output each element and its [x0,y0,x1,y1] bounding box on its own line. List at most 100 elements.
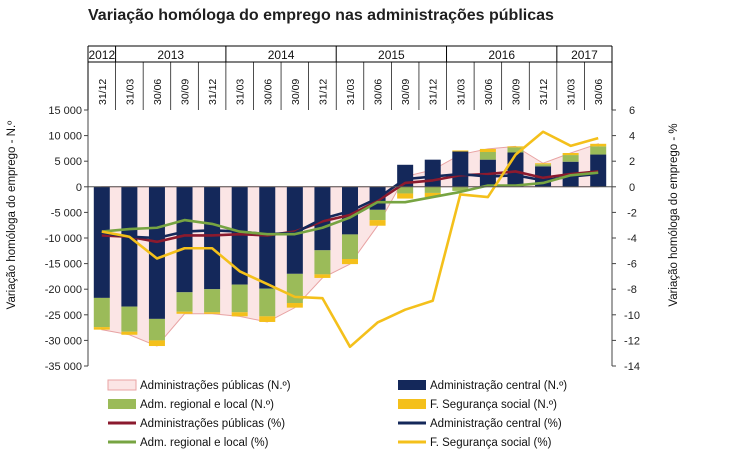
bar-series-2 [314,274,331,278]
bar-series-1 [342,234,358,259]
bar-series-1 [535,164,552,167]
plot-area [93,130,607,349]
legend-label: Administrações públicas (%) [140,418,285,430]
category-label: 30/09 [180,79,192,105]
year-label-2014: 2014 [268,48,295,62]
bar-series-1 [121,306,138,332]
bar-series-2 [286,303,303,308]
year-label-2017: 2017 [571,48,598,62]
bar-series-1 [176,292,193,312]
bar-series-2 [93,327,110,330]
year-label-2012: 2012 [88,48,115,62]
y-tick-label-left: -10 000 [45,233,82,245]
category-label: 30/06 [262,79,274,105]
bar-series-0 [121,186,138,307]
bar-series-2 [562,153,579,156]
bar-series-0 [259,186,276,289]
chart-title: Variação homóloga do emprego nas adminis… [88,7,554,24]
line-series-2 [101,171,599,236]
bar-series-1 [231,284,248,313]
y-axis-right-label: Variação homóloga do emprego - % [668,123,680,306]
legend-label: Administrações públicas (N.º) [140,380,291,392]
category-label: 31/12 [97,79,109,105]
category-label: 30/09 [400,79,412,105]
legend-swatch [398,399,426,409]
legend-label: Administração central (%) [430,418,562,430]
bar-series-2 [479,148,496,152]
category-label: 31/12 [428,79,440,105]
bar-series-2 [424,192,441,198]
category-label: 30/06 [483,79,495,105]
axes: -35 000-30 000-25 000-20 000-15 000-10 0… [45,105,640,373]
category-label: 31/12 [538,79,550,105]
category-label: 31/03 [235,79,247,105]
bar-series-0 [93,186,110,298]
category-label: 31/12 [207,79,219,105]
category-label: 30/06 [152,79,164,105]
bar-series-2 [369,220,386,226]
y-tick-label-left: 15 000 [48,105,82,117]
line-series-3 [101,130,599,349]
category-label: 30/06 [373,79,385,105]
bar-series-0 [148,186,165,319]
bar-series-1 [424,186,441,193]
y-tick-label-left: 0 [76,182,82,194]
bar-series-1 [507,147,524,153]
y-tick-label-right: -4 [627,233,637,245]
year-label-2015: 2015 [378,48,405,62]
bar-series-2 [452,150,469,152]
category-label: 30/09 [510,79,522,105]
bar-series-2 [397,193,414,199]
y-axis-left-label: Variação homóloga do emprego - N.º [6,120,18,310]
legend-swatch [108,399,136,409]
line-series-0 [101,170,599,244]
category-label: 30/06 [593,79,605,105]
y-tick-label-left: 10 000 [48,131,82,143]
bar-series-2 [507,146,524,148]
y-tick-label-right: -6 [627,259,637,271]
y-tick-label-right: -12 [624,335,640,347]
bar-series-2 [342,258,358,265]
legend-label: F. Segurança social (%) [430,437,552,449]
y-tick-label-right: 2 [629,156,635,168]
bar-series-1 [590,146,607,155]
bar-series-0 [507,152,524,187]
bar-series-1 [148,318,165,341]
legend-label: Adm. regional e local (N.º) [140,399,274,411]
bar-series-0 [590,154,607,187]
y-tick-label-right: -2 [627,207,637,219]
legend-swatch [107,379,137,391]
year-label-2016: 2016 [488,48,515,62]
bar-series-2 [231,312,248,317]
bar-series-0 [452,151,469,187]
bar-series-0 [176,186,193,293]
legend-label: Adm. regional e local (%) [140,437,269,449]
bar-series-1 [93,297,110,328]
bar-series-0 [424,159,441,187]
category-label: 31/03 [455,79,467,105]
legend-label: Administração central (N.º) [430,380,567,392]
category-label: 31/03 [566,79,578,105]
legend: Administrações públicas (N.º) Administraç… [107,379,567,449]
legend-label: F. Segurança social (N.º) [430,399,557,411]
y-tick-label-left: -20 000 [45,284,82,296]
bar-series-1 [479,151,496,160]
bar-series-2 [535,163,552,165]
bar-series-1 [314,250,331,275]
bar-series-2 [176,311,193,314]
bar-series-2 [590,143,607,147]
y-tick-label-right: 4 [629,131,635,143]
bar-series-2 [204,312,221,314]
bar-series-1 [286,273,303,304]
y-tick-label-left: -35 000 [45,361,82,373]
y-tick-label-left: -25 000 [45,310,82,322]
y-tick-label-left: -5 000 [51,207,82,219]
bar-series-0 [204,186,221,290]
bar-series-1 [259,288,276,317]
bar-series-0 [231,186,248,285]
y-tick-label-right: -8 [627,284,637,296]
bar-series-2 [148,340,165,347]
y-tick-label-right: -14 [624,361,640,373]
category-header: 2012 2013 2014 2015 2016 2017 31/12 31/03 30/06 3… [87,45,613,110]
